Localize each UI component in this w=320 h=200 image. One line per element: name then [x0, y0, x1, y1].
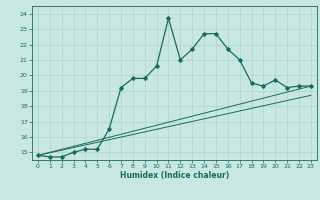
- X-axis label: Humidex (Indice chaleur): Humidex (Indice chaleur): [120, 171, 229, 180]
